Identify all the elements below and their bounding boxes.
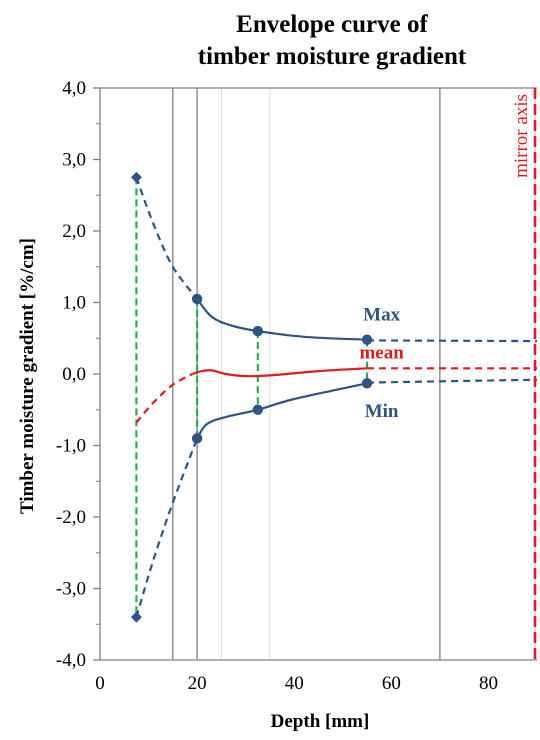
mirror-axis-label: mirror axis (511, 94, 532, 178)
max-marker (361, 334, 373, 345)
tick-labels: 4,0 3,0 2,0 1,0 0,0 -1,0 -2,0 -3,0 -4,0 0 20 40 60 80 (56, 78, 498, 694)
max-dashed-line (135, 177, 198, 300)
max-dashed-line (367, 339, 538, 343)
y-tick-label: 3,0 (62, 150, 86, 171)
mean-dashed-line (135, 373, 193, 424)
grid (172, 88, 441, 660)
x-tick-label: 20 (188, 673, 207, 694)
min-dashed-line (367, 378, 538, 384)
connector-lines (135, 177, 369, 618)
y-tick-label: 1,0 (62, 293, 86, 314)
y-tick-label: 4,0 (62, 78, 86, 99)
series-lines (135, 88, 538, 660)
min-marker (130, 611, 142, 623)
chart-title: Envelope curve of timber moisture gradie… (198, 11, 467, 70)
x-tick-label: 0 (95, 673, 105, 694)
x-axis-title: Depth [mm] (271, 711, 370, 732)
y-tick-label: 0,0 (62, 364, 86, 385)
series-label-mean: mean (359, 342, 404, 363)
min-solid-line (196, 382, 368, 440)
y-tick-label: -3,0 (56, 579, 86, 600)
axes (93, 87, 537, 661)
series-label-max: Max (363, 304, 400, 325)
x-tick-label: 80 (479, 673, 498, 694)
min-marker (191, 433, 203, 444)
mean-solid-line (191, 367, 368, 378)
x-tick-label: 60 (382, 673, 401, 694)
max-marker (191, 293, 203, 305)
max-marker (252, 325, 264, 337)
min-marker (361, 378, 373, 389)
series-label-min: Min (365, 401, 399, 422)
y-tick-label: -1,0 (56, 436, 86, 457)
min-dashed-line (135, 438, 199, 618)
series-labels: Max mean Min mirror axis (359, 94, 532, 422)
max-marker (130, 171, 142, 183)
y-tick-label: 2,0 (62, 221, 86, 242)
y-tick-label: -2,0 (56, 507, 86, 528)
data-markers (130, 171, 373, 623)
y-axis-title: Timber moisture gradient [%/cm] (17, 238, 38, 514)
max-solid-line (196, 298, 368, 341)
chart-title-line-1: Envelope curve of (236, 11, 428, 38)
min-marker (252, 404, 264, 415)
y-tick-label: -4,0 (56, 650, 86, 671)
chart-title-line-2: timber moisture gradient (198, 43, 467, 70)
x-tick-label: 40 (285, 673, 304, 694)
